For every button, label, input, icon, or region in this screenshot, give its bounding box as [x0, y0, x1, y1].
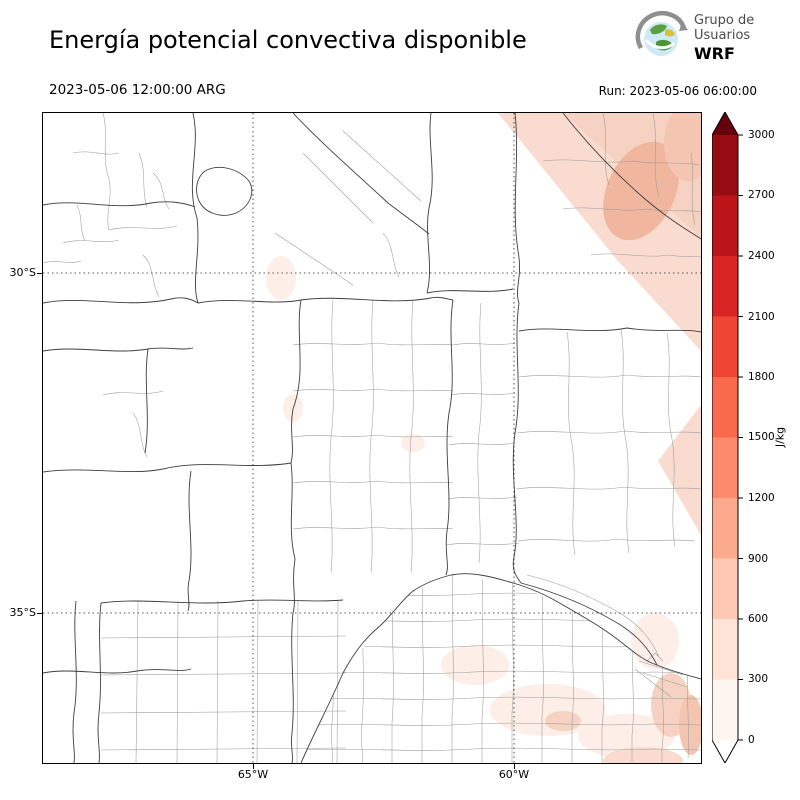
graticule [43, 113, 701, 763]
figure-title: Energía potencial convectiva disponible [49, 26, 527, 54]
map-canvas [43, 113, 701, 763]
valid-time-label: 2023-05-06 12:00:00 ARG [49, 82, 226, 98]
y-axis-label-30s: 30°S [9, 266, 36, 279]
la-pampa-departments [101, 601, 346, 763]
wrf-logo: Grupo de Usuarios WRF [632, 10, 754, 66]
run-time-label: Run: 2023-05-06 06:00:00 [598, 84, 757, 98]
logo-line-3: WRF [694, 44, 735, 63]
x-tick-65w [253, 764, 254, 769]
colorbar-units-label: J/kg [773, 426, 787, 448]
y-tick-35s [37, 613, 42, 614]
x-axis-label-60w: 60°W [498, 768, 530, 781]
colorbar-segment [712, 679, 738, 740]
buenos-aires-partidos [301, 575, 701, 763]
wrf-logo-text: Grupo de Usuarios WRF [694, 13, 754, 63]
colorbar-tick-label: 900 [748, 553, 769, 565]
map-panel [42, 112, 702, 764]
department-boundaries [43, 113, 701, 763]
wrf-globe-icon [635, 10, 688, 56]
colorbar-segment [712, 498, 738, 559]
colorbar-tick-label: 1500 [748, 431, 775, 443]
colorbar-tick-label: 300 [748, 673, 769, 685]
logo-line-2: Usuarios [694, 28, 751, 44]
colorbar-tick-label: 2100 [748, 311, 775, 323]
colorbar-segment [712, 316, 738, 377]
colorbar-segment [712, 256, 738, 317]
logo-line-1: Grupo de [694, 12, 755, 28]
colorbar-tick-marks [738, 134, 743, 741]
colorbar-segment [712, 619, 738, 680]
colorbar-tick-label: 0 [748, 734, 755, 746]
colorbar-tick-label: 1800 [748, 371, 775, 383]
colorbar-over-arrow [712, 112, 738, 135]
colorbar-tick-label: 1200 [748, 492, 775, 504]
colorbar-segment [712, 437, 738, 498]
colorbar-segment [712, 135, 738, 196]
province-boundaries [43, 113, 701, 763]
colorbar-segment [712, 558, 738, 619]
x-axis-label-65w: 65°W [237, 768, 269, 781]
colorbar-tick-label: 2700 [748, 189, 775, 201]
cape-shading-layer [266, 113, 701, 763]
y-axis-label-35s: 35°S [9, 606, 36, 619]
colorbar-tick-label: 3000 [748, 129, 775, 141]
x-tick-60w [514, 764, 515, 769]
colorbar-tick-label: 600 [748, 613, 769, 625]
colorbar-under-arrow [712, 740, 738, 763]
colorbar [712, 112, 743, 763]
colorbar-segment [712, 195, 738, 256]
colorbar-tick-label: 2400 [748, 250, 775, 262]
colorbar-segment [712, 377, 738, 438]
y-tick-30s [37, 273, 42, 274]
